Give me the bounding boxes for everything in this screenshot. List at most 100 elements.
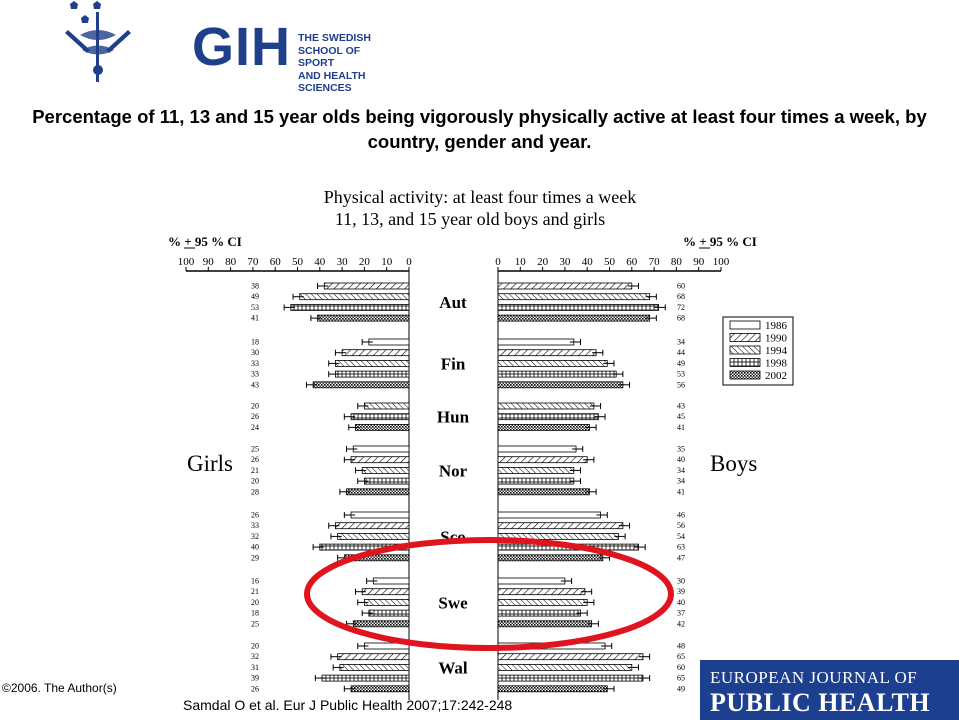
girls-bar (341, 349, 410, 357)
gih-logo: GIH THE SWEDISH SCHOOL OF SPORT AND HEAL… (60, 0, 380, 94)
boys-bar (497, 303, 659, 311)
boys-value-label: 41 (677, 487, 685, 496)
girls-value-label: 41 (251, 314, 259, 323)
boys-value-label: 68 (677, 292, 685, 301)
right-tick-label: 50 (604, 256, 616, 268)
girls-bar (352, 445, 410, 453)
boys-bar (497, 653, 644, 661)
girls-value-label: 32 (251, 532, 259, 541)
girls-bar (363, 477, 410, 485)
boys-value-label: 40 (677, 455, 685, 464)
legend-swatch (729, 333, 761, 342)
girls-value-label: 16 (251, 577, 259, 586)
boys-value-label: 65 (677, 674, 685, 683)
journal-line-1: EUROPEAN JOURNAL OF (710, 668, 918, 687)
boys-value-label: 72 (677, 303, 685, 312)
right-axis-label: % + 95 % CI (683, 234, 757, 249)
girls-bar (350, 413, 410, 421)
country-label: Wal (438, 658, 468, 677)
girls-value-label: 20 (251, 598, 259, 607)
logo-line-3: AND HEALTH SCIENCES (298, 69, 366, 95)
boys-value-label: 68 (677, 314, 685, 323)
boys-bar (497, 674, 644, 682)
girls-bar (290, 303, 410, 311)
girls-value-label: 29 (251, 553, 259, 562)
boys-value-label: 44 (677, 348, 685, 357)
girls-value-label: 33 (251, 359, 259, 368)
logo-line-1: THE SWEDISH (298, 32, 371, 44)
girls-bar (323, 282, 410, 290)
country-label: Swe (438, 593, 468, 612)
boys-value-label: 35 (677, 445, 685, 454)
country-label: Nor (439, 461, 468, 480)
boys-value-label: 37 (677, 609, 685, 618)
left-tick-label: 50 (292, 256, 304, 268)
boys-value-label: 42 (677, 619, 685, 628)
girls-bar (361, 466, 410, 474)
boys-bar (497, 599, 588, 606)
girls-value-label: 20 (251, 642, 259, 651)
girls-bar (337, 653, 410, 661)
boys-bar (497, 456, 588, 464)
girls-value-label: 26 (251, 455, 259, 464)
boys-value-label: 60 (677, 663, 685, 672)
girls-value-label: 30 (251, 348, 259, 357)
girls-bar (321, 674, 410, 682)
legend-label: 2002 (765, 370, 787, 382)
copyright-notice: ©2006. The Author(s) (2, 681, 117, 695)
sweden-highlight-ellipse (304, 537, 674, 651)
right-tick-label: 100 (713, 256, 730, 268)
boys-bar (497, 314, 651, 322)
right-tick-label: 20 (537, 256, 549, 268)
legend-label: 1986 (765, 320, 788, 332)
boys-value-label: 46 (677, 511, 685, 520)
right-tick-label: 90 (693, 256, 705, 268)
country-label: Fin (441, 354, 466, 373)
boys-bar (497, 370, 617, 378)
boys-bar (497, 402, 595, 410)
citation: Samdal O et al. Eur J Public Health 2007… (183, 697, 513, 713)
right-tick-label: 0 (495, 256, 501, 268)
boys-bar (497, 381, 624, 389)
boys-value-label: 60 (677, 282, 685, 291)
girls-value-label: 53 (251, 303, 259, 312)
left-tick-label: 60 (270, 256, 282, 268)
girls-value-label: 26 (251, 511, 259, 520)
boys-value-label: 56 (677, 380, 685, 389)
boys-value-label: 47 (677, 553, 685, 562)
boys-bar (497, 282, 633, 290)
left-tick-labels: 100 90 80 70 60 50 40 30 20 10 0 (178, 256, 412, 271)
girls-value-label: 20 (251, 402, 259, 411)
girls-bar (346, 488, 410, 496)
left-axis-label: % + 95 % CI (168, 234, 242, 249)
girls-bar (355, 423, 410, 431)
right-tick-label: 70 (649, 256, 661, 268)
girls-value-label: 39 (251, 674, 259, 683)
boys-bar (497, 413, 599, 421)
left-tick-label: 20 (359, 256, 371, 268)
boys-value-label: 56 (677, 521, 685, 530)
boys-value-label: 30 (677, 577, 685, 586)
left-tick-label: 80 (225, 256, 237, 268)
boys-value-label: 53 (677, 370, 685, 379)
journal-logo: EUROPEAN JOURNAL OF PUBLIC HEALTH (700, 660, 959, 720)
right-tick-label: 80 (671, 256, 683, 268)
boys-value-label: 34 (677, 338, 685, 347)
girls-value-label: 43 (251, 380, 259, 389)
girls-bar (335, 359, 410, 367)
chart-subtitle: 11, 13, and 15 year old boys and girls (335, 209, 605, 229)
girls-bar (363, 402, 410, 410)
girls-bar (368, 338, 410, 346)
boys-value-label: 63 (677, 543, 685, 552)
right-tick-labels: 0 10 20 30 40 50 60 70 80 90 100 (495, 256, 730, 271)
boys-bar (497, 511, 601, 519)
boys-bar (497, 588, 586, 596)
chart-title: Physical activity: at least four times a… (324, 187, 636, 207)
girls-value-label: 25 (251, 445, 259, 454)
girls-value-label: 26 (251, 684, 259, 693)
girls-value-label: 33 (251, 370, 259, 379)
girls-value-label: 24 (251, 423, 259, 432)
boys-value-label: 48 (677, 642, 685, 651)
left-tick-label: 40 (314, 256, 326, 268)
